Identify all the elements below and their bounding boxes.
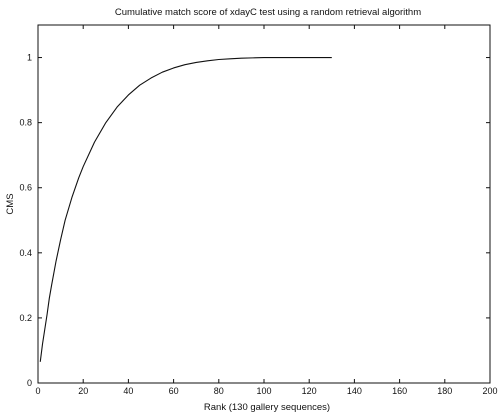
x-axis-label: Rank (130 gallery sequences) bbox=[204, 402, 330, 413]
x-tick-label: 40 bbox=[123, 386, 133, 396]
chart-title: Cumulative match score of xdayC test usi… bbox=[115, 7, 421, 18]
x-tick-label: 0 bbox=[35, 386, 40, 396]
x-tick-label: 100 bbox=[256, 386, 271, 396]
y-tick-label: 1 bbox=[27, 53, 32, 63]
y-tick-label: 0.4 bbox=[19, 248, 32, 258]
x-tick-label: 160 bbox=[392, 386, 407, 396]
x-tick-label: 180 bbox=[437, 386, 452, 396]
x-tick-label: 120 bbox=[302, 386, 317, 396]
x-tick-label: 140 bbox=[347, 386, 362, 396]
y-tick-label: 0.6 bbox=[19, 183, 32, 193]
y-tick-label: 0 bbox=[27, 378, 32, 388]
series-line bbox=[39, 56, 332, 362]
x-tick-label: 20 bbox=[78, 386, 88, 396]
x-tick-label: 60 bbox=[169, 386, 179, 396]
x-tick-label: 200 bbox=[482, 386, 497, 396]
y-tick-label: 0.8 bbox=[19, 118, 32, 128]
y-axis-ticks: 0 0.2 0.4 0.6 0.8 1 bbox=[19, 53, 490, 388]
x-tick-label: 80 bbox=[214, 386, 224, 396]
x-axis-ticks: 0 20 40 60 80 100 120 140 160 180 200 bbox=[35, 25, 498, 396]
y-tick-label: 0.2 bbox=[19, 313, 32, 323]
series-layer bbox=[39, 56, 332, 362]
y-axis-label: CMS bbox=[5, 193, 16, 214]
